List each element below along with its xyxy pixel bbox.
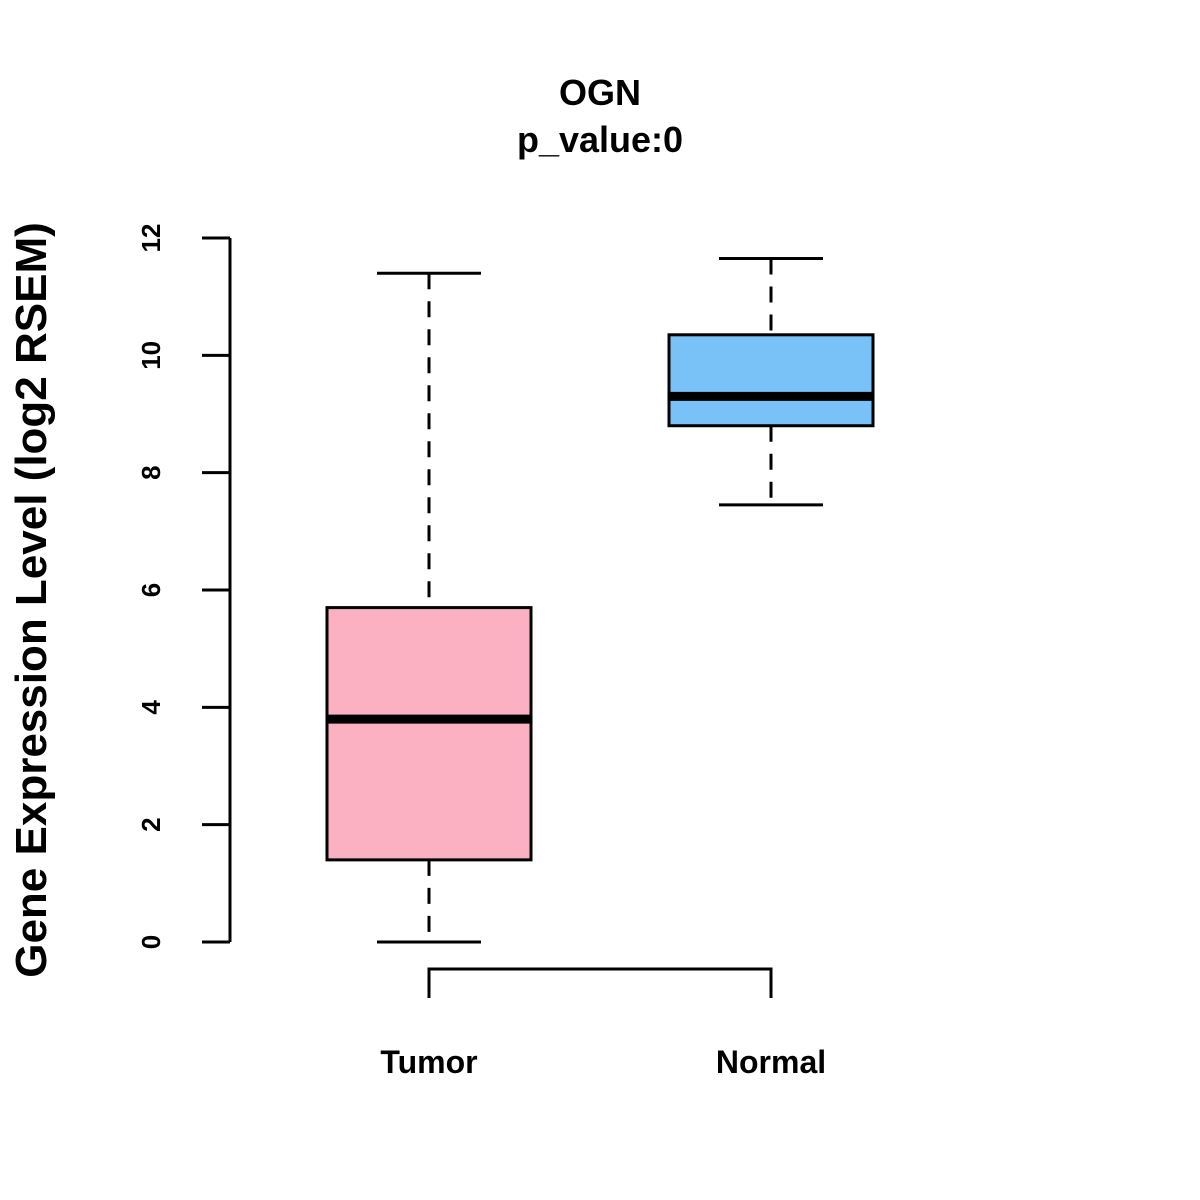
chart-title: OGN — [559, 72, 641, 113]
boxes-group — [325, 257, 875, 944]
y-axis-label: Gene Expression Level (log2 RSEM) — [7, 222, 56, 978]
y-tick-label: 0 — [136, 935, 166, 949]
comparison-bracket — [427, 967, 773, 998]
y-tick-label: 10 — [136, 341, 166, 370]
y-tick-label: 12 — [136, 224, 166, 253]
box-tumor — [325, 271, 533, 944]
bracket-line — [427, 967, 773, 998]
category-label-normal: Normal — [716, 1044, 826, 1080]
box-normal — [667, 257, 875, 507]
y-tick-label: 2 — [136, 817, 166, 831]
iqr-box — [667, 333, 875, 428]
iqr-box — [325, 606, 533, 862]
category-labels: Tumor Normal — [380, 1044, 826, 1080]
y-tick-label: 6 — [136, 583, 166, 597]
y-axis: 0 2 4 6 8 10 12 — [136, 224, 232, 949]
y-tick-label: 8 — [136, 465, 166, 479]
chart-subtitle: p_value:0 — [517, 119, 683, 160]
y-tick-label: 4 — [136, 700, 166, 715]
category-label-tumor: Tumor — [380, 1044, 477, 1080]
